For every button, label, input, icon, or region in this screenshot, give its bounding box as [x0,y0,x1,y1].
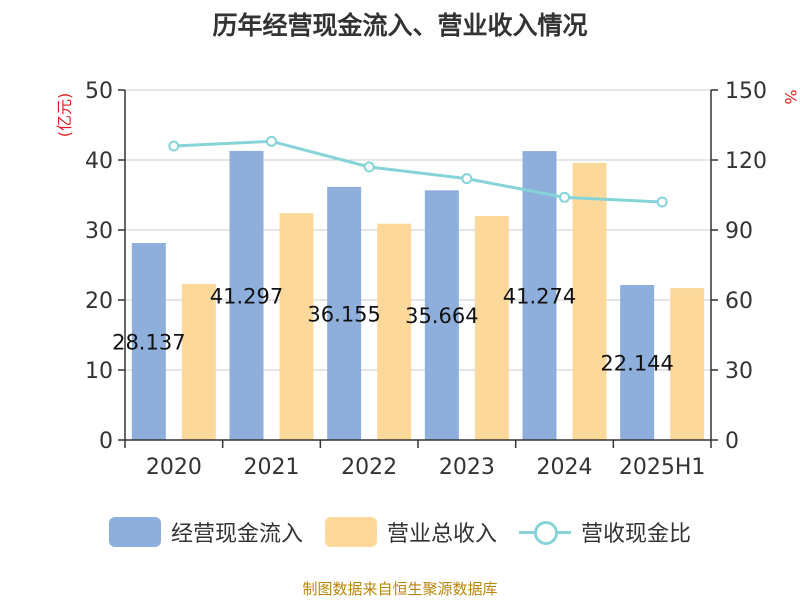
data-label-cash-inflow: 36.155 [307,302,380,326]
x-tick-label: 2025H1 [619,455,706,480]
point-ratio [656,196,668,208]
legend: 经营现金流入 营业总收入 营收现金比 [0,516,800,548]
bar-cash-inflow [229,150,264,440]
y-left-tick-label: 50 [85,79,113,104]
y-left-tick-label: 30 [85,219,113,244]
x-tick-label: 2022 [341,455,397,480]
data-label-cash-inflow: 22.144 [600,351,673,375]
bar-cash-inflow [620,284,655,440]
bar-revenue [572,162,607,441]
point-ratio [461,173,473,185]
y-left-tick-label: 40 [85,149,113,174]
x-tick-label: 2024 [537,455,593,480]
data-label-cash-inflow: 28.137 [112,331,185,355]
y-left-axis-label: (亿元) [55,93,74,138]
y-right-axis-label: % [781,89,800,104]
y-right-tick-label: 60 [725,289,753,314]
legend-swatch-cash-inflow [108,517,161,547]
bar-cash-inflow [131,243,166,440]
legend-line-marker-icon [519,517,571,547]
bar-cash-inflow [522,151,557,440]
y-right-tick-label: 0 [725,429,739,454]
point-ratio [363,161,375,173]
point-ratio [168,140,180,152]
chart-title: 历年经营现金流入、营业收入情况 [212,11,588,40]
bar-revenue [474,216,509,440]
bar-revenue [670,288,705,440]
y-left-tick-label: 0 [99,429,113,454]
data-label-cash-inflow: 41.297 [210,284,283,308]
bar-cash-inflow [424,190,459,440]
legend-label-cash-inflow: 经营现金流入 [170,522,303,547]
legend-swatch-revenue [324,517,377,547]
legend-label-ratio: 营收现金比 [581,522,692,547]
x-tick-label: 2023 [439,455,495,480]
legend-item-ratio[interactable]: 营收现金比 [519,516,691,548]
source-note: 制图数据来自恒生聚源数据库 [302,580,498,598]
bar-cash-inflow [327,186,362,440]
legend-item-revenue[interactable]: 营业总收入 [324,516,497,548]
y-right-tick-label: 90 [725,219,753,244]
legend-item-cash-inflow[interactable]: 经营现金流入 [108,516,303,548]
y-right-tick-label: 30 [725,359,753,384]
x-tick-label: 2020 [146,455,202,480]
point-ratio [559,191,570,203]
data-label-cash-inflow: 41.274 [503,285,576,309]
y-right-tick-label: 120 [725,149,767,174]
y-right-tick-label: 150 [725,79,767,104]
point-ratio [266,135,277,147]
y-left-tick-label: 10 [85,359,113,384]
bar-revenue [377,223,412,440]
data-label-cash-inflow: 35.664 [405,304,478,328]
bar-revenue [181,283,216,440]
x-tick-label: 2021 [244,455,300,480]
y-left-tick-label: 20 [85,289,113,314]
bar-revenue [279,213,314,440]
line-ratio [173,139,663,204]
legend-label-revenue: 营业总收入 [386,522,497,547]
